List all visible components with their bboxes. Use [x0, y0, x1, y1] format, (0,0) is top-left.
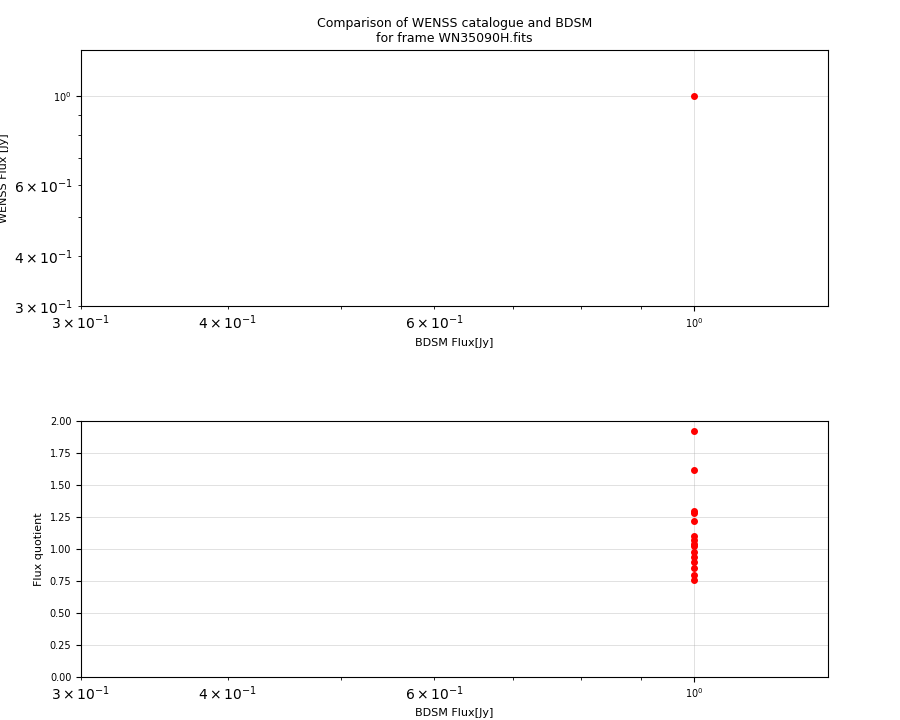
X-axis label: BDSM Flux[Jy]: BDSM Flux[Jy] [415, 338, 494, 348]
Point [687, 464, 701, 475]
Point [687, 538, 701, 549]
Point [687, 556, 701, 567]
Title: Comparison of WENSS catalogue and BDSM
for frame WN35090H.fits: Comparison of WENSS catalogue and BDSM f… [317, 17, 592, 45]
Point [687, 551, 701, 562]
Point [687, 515, 701, 526]
X-axis label: BDSM Flux[Jy]: BDSM Flux[Jy] [415, 708, 494, 719]
Point [687, 426, 701, 437]
Point [687, 505, 701, 516]
Y-axis label: Flux quotient: Flux quotient [34, 512, 44, 586]
Point [687, 531, 701, 542]
Point [687, 541, 701, 552]
Point [687, 574, 701, 585]
Point [687, 569, 701, 580]
Point [687, 508, 701, 519]
Point [687, 534, 701, 546]
Y-axis label: WENSS Flux [Jy]: WENSS Flux [Jy] [0, 133, 9, 223]
Point [687, 546, 701, 557]
Point [687, 562, 701, 574]
Point [687, 91, 701, 102]
